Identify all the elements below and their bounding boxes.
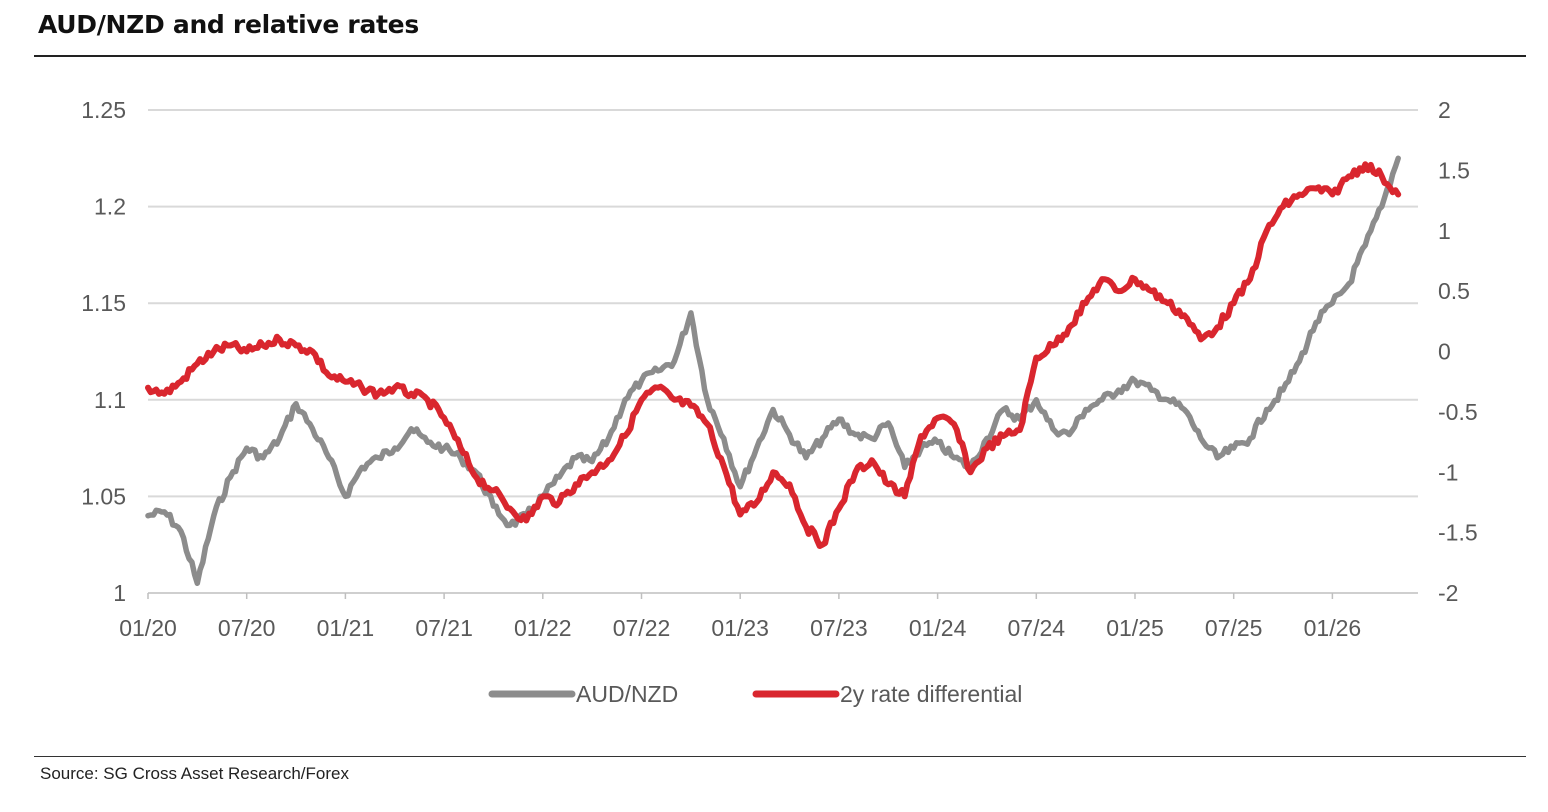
legend-label-rate-differential: 2y rate differential [840, 681, 1022, 707]
gridlines [148, 109, 1418, 498]
right-tick-label: 1 [1438, 218, 1451, 244]
x-tick-label: 07/23 [810, 615, 868, 641]
series-layer [145, 155, 1402, 587]
x-tick-label: 01/21 [317, 615, 375, 641]
right-tick-label: 0 [1438, 339, 1451, 365]
right-tick-label: 1.5 [1438, 157, 1470, 183]
title-rule [34, 55, 1526, 57]
left-tick-label: 1.15 [81, 290, 126, 316]
chart-title: AUD/NZD and relative rates [38, 10, 419, 39]
x-axis: 01/20 07/20 01/21 07/21 01/22 07/22 01/23 07/23… [119, 593, 1361, 641]
series-line-aud-nzd [145, 155, 1401, 587]
left-tick-label: 1.2 [94, 194, 126, 220]
right-tick-label: -0.5 [1438, 399, 1478, 425]
left-tick-label: 1.05 [81, 483, 126, 509]
x-tick-label: 07/25 [1205, 615, 1263, 641]
right-axis: 2 1.5 1 0.5 0 -0.5 -1 -1.5 -2 [1438, 97, 1478, 606]
x-tick-label: 01/20 [119, 615, 177, 641]
legend-label-aud-nzd: AUD/NZD [576, 681, 678, 707]
left-tick-label: 1.25 [81, 97, 126, 123]
left-tick-label: 1 [113, 580, 126, 606]
left-axis: 1.25 1.2 1.15 1.1 1.05 1 [81, 97, 126, 606]
x-tick-label: 01/22 [514, 615, 572, 641]
x-tick-label: 07/21 [415, 615, 473, 641]
series-line-rate-differential [145, 161, 1402, 549]
x-tick-label: 01/23 [711, 615, 769, 641]
right-tick-label: -1 [1438, 459, 1458, 485]
source-note: Source: SG Cross Asset Research/Forex [40, 764, 349, 783]
x-tick-label: 07/24 [1008, 615, 1066, 641]
legend: AUD/NZD 2y rate differential [488, 681, 1022, 707]
right-tick-label: -2 [1438, 580, 1458, 606]
right-tick-label: -1.5 [1438, 520, 1478, 546]
x-tick-label: 07/20 [218, 615, 276, 641]
x-tick-label: 01/24 [909, 615, 967, 641]
x-tick-label: 01/26 [1304, 615, 1362, 641]
x-tick-label: 01/25 [1106, 615, 1164, 641]
right-tick-label: 0.5 [1438, 278, 1470, 304]
left-tick-label: 1.1 [94, 387, 126, 413]
right-tick-label: 2 [1438, 97, 1451, 123]
x-tick-label: 07/22 [613, 615, 671, 641]
source-rule [34, 756, 1526, 757]
